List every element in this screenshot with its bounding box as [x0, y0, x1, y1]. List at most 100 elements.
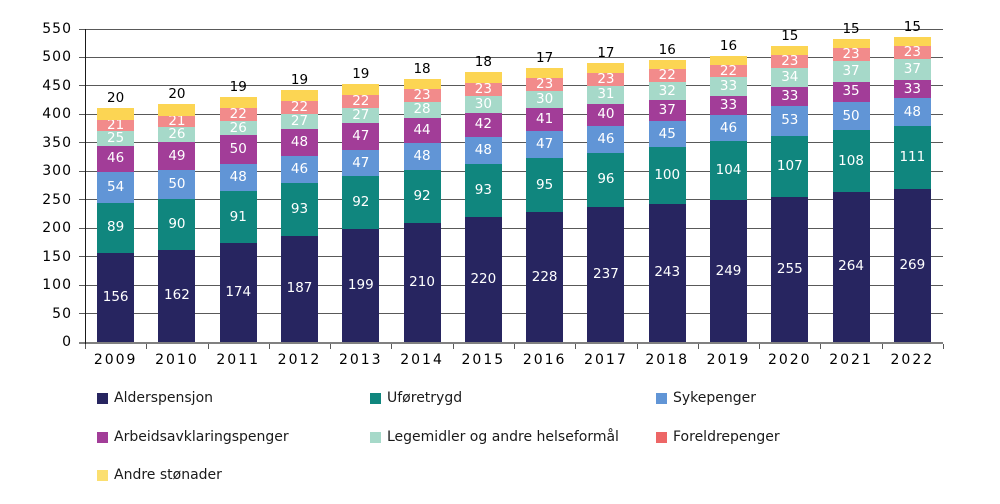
y-gridline: [85, 56, 943, 58]
bar-segment-uf-retrygd: 93: [281, 182, 318, 236]
bar-segment-arbeidsavklaringspenger: 41: [526, 108, 564, 132]
segment-value-label: 23: [536, 75, 554, 92]
segment-value-label: 31: [597, 86, 615, 103]
bar-segment-arbeidsavklaringspenger: 44: [403, 117, 441, 143]
segment-value-label: 23: [781, 52, 799, 69]
legend-swatch: [370, 431, 381, 443]
bar-segment-andre-st-nader: [710, 55, 747, 65]
y-axis-tick: [79, 56, 85, 58]
segment-value-label: 22: [658, 67, 676, 84]
bar-segment-alderspensjon: 220: [464, 216, 502, 342]
segment-value-label: 249: [715, 262, 742, 279]
bar-2018: 243 100 45 37 32 22 16: [648, 29, 686, 342]
bar-segment-foreldrepenger: 22: [281, 100, 318, 114]
bar-segment-alderspensjon: 249: [710, 200, 747, 342]
segment-value-label: 228: [531, 268, 558, 285]
bar-segment-sykepenger: 46: [710, 114, 747, 142]
bar-segment-andre-st-nader: [771, 46, 809, 55]
x-axis-tick: [881, 344, 883, 349]
bar-top-label: 15: [842, 21, 860, 38]
x-axis-label: 2015: [461, 352, 506, 368]
bar-segment-andre-st-nader: [158, 104, 196, 116]
bar-segment-uf-retrygd: 111: [893, 125, 931, 189]
segment-value-label: 22: [229, 105, 247, 122]
bar-segment-legemidler-og-andre-helseform-l: 34: [771, 67, 809, 88]
y-axis-label: 250: [42, 191, 72, 208]
segment-value-label: 26: [168, 126, 186, 143]
segment-value-label: 37: [842, 62, 860, 79]
bar-segment-foreldrepenger: 23: [526, 75, 564, 92]
segment-value-label: 46: [719, 119, 738, 136]
legend-item-foreldrepenger: Foreldrepenger: [656, 429, 780, 445]
bar-segment-sykepenger: 50: [832, 101, 870, 131]
bar-segment-sykepenger: 45: [648, 121, 686, 147]
segment-value-label: 26: [229, 119, 247, 136]
segment-value-label: 42: [474, 116, 492, 133]
x-axis-tick: [85, 344, 86, 349]
segment-value-label: 46: [290, 161, 309, 178]
bar-top-label: 18: [413, 60, 431, 77]
segment-value-label: 255: [776, 260, 803, 277]
segment-value-label: 28: [413, 101, 431, 118]
bar-segment-legemidler-og-andre-helseform-l: 26: [219, 119, 257, 136]
bar-segment-uf-retrygd: 108: [832, 130, 870, 192]
x-axis-tick: [759, 344, 761, 349]
bar-segment-arbeidsavklaringspenger: 47: [342, 122, 380, 150]
segment-value-label: 95: [536, 176, 554, 193]
bar-segment-foreldrepenger: 23: [403, 88, 441, 102]
segment-value-label: 210: [409, 273, 435, 290]
bar-segment-arbeidsavklaringspenger: 50: [219, 135, 257, 164]
y-axis-tick: [79, 142, 85, 144]
y-axis-label: 500: [42, 49, 72, 66]
bar-segment-foreldrepenger: 22: [342, 92, 380, 109]
y-axis-label: 350: [42, 134, 72, 151]
segment-value-label: 33: [719, 78, 738, 95]
legend-item-andre-st-nader: Andre stønader: [97, 467, 222, 483]
x-axis-label: 2022: [890, 352, 935, 368]
bar-segment-uf-retrygd: 92: [403, 170, 441, 223]
y-axis-tick: [79, 199, 85, 201]
segment-value-label: 45: [658, 125, 676, 142]
bar-segment-uf-retrygd: 100: [648, 146, 686, 204]
segment-value-label: 220: [470, 270, 497, 287]
bar-segment-foreldrepenger: 21: [97, 118, 135, 132]
x-axis-label: 2013: [338, 352, 383, 368]
legend-label: Legemidler og andre helseformål: [387, 429, 619, 445]
segment-value-label: 30: [474, 95, 492, 112]
segment-value-label: 22: [352, 92, 370, 109]
segment-value-label: 174: [225, 283, 252, 300]
bar-segment-andre-st-nader: [648, 60, 686, 70]
y-gridline: [85, 28, 943, 30]
x-axis-line: [79, 342, 943, 344]
legend-item-sykepenger: Sykepenger: [656, 390, 756, 406]
bar-segment-uf-retrygd: 107: [771, 136, 809, 197]
bar-segment-foreldrepenger: 23: [587, 70, 625, 87]
y-axis-label: 150: [42, 248, 72, 265]
segment-value-label: 33: [719, 97, 738, 114]
y-gridline: [85, 199, 943, 201]
segment-value-label: 108: [838, 152, 864, 169]
bar-segment-sykepenger: 47: [342, 149, 380, 177]
segment-value-label: 243: [654, 264, 681, 281]
bar-top-label: 19: [229, 79, 247, 96]
bar-top-label: 19: [352, 66, 370, 83]
legend-swatch: [656, 392, 667, 404]
segment-value-label: 53: [781, 112, 799, 129]
x-axis-tick: [697, 344, 699, 349]
y-axis-label: 300: [42, 163, 72, 180]
segment-value-label: 93: [474, 181, 492, 198]
bar-segment-arbeidsavklaringspenger: 48: [281, 129, 318, 157]
bar-segment-sykepenger: 46: [281, 156, 318, 183]
segment-value-label: 100: [654, 166, 681, 183]
bar-segment-arbeidsavklaringspenger: 33: [771, 87, 809, 106]
bar-segment-alderspensjon: 199: [342, 228, 380, 342]
segment-value-label: 23: [597, 70, 615, 87]
segment-value-label: 54: [107, 178, 125, 195]
segment-value-label: 111: [899, 148, 926, 165]
x-axis-tick: [636, 344, 638, 349]
bar-segment-alderspensjon: 210: [403, 222, 441, 342]
segment-value-label: 93: [290, 200, 309, 217]
bar-segment-foreldrepenger: 21: [158, 114, 196, 128]
segment-value-label: 49: [168, 147, 186, 164]
y-axis-tick: [79, 256, 85, 258]
